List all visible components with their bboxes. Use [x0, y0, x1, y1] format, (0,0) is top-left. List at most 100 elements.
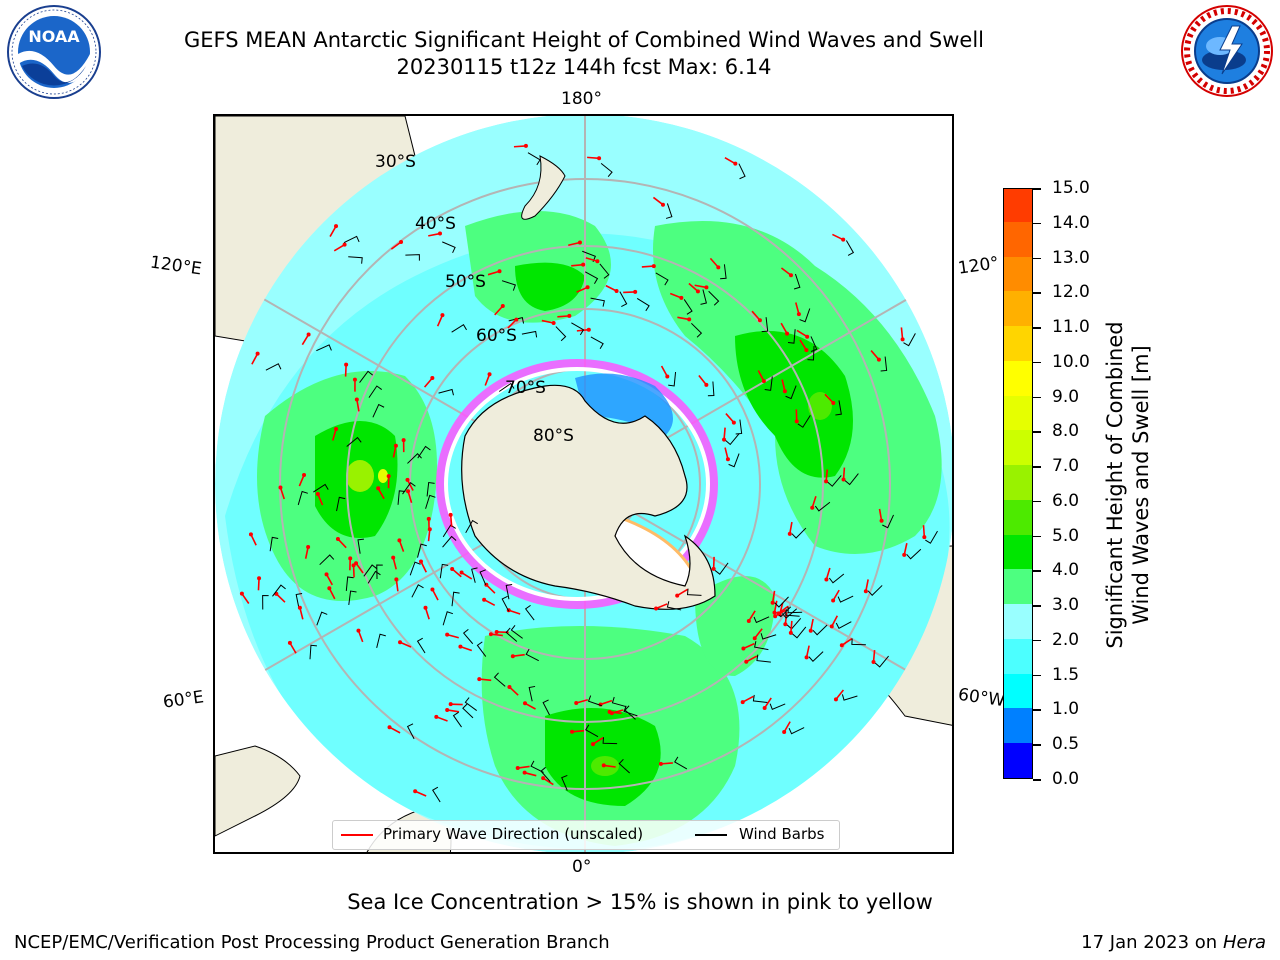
polar-map: Primary Wave Direction (unscaled) Wind B…: [213, 114, 954, 854]
wind-barb: [624, 705, 636, 720]
wave-arrow-head: [324, 572, 329, 577]
wind-barb: [521, 330, 538, 338]
wave-arrow-head: [595, 259, 600, 264]
wave-arrow-head: [804, 348, 809, 353]
wind-barb: [476, 641, 487, 657]
nws-logo-icon: [1181, 5, 1273, 97]
wave-direction-arrow: [771, 590, 776, 603]
wave-arrow-head: [833, 697, 838, 702]
wave-direction-arrow: [757, 370, 765, 382]
colorbar-tick-label: 3.0: [1052, 595, 1080, 616]
colorbar-tick-label: 0.0: [1052, 769, 1080, 789]
wave-arrow-head: [741, 646, 746, 651]
wind-barb: [501, 595, 510, 612]
wind-barb: [600, 162, 613, 178]
wave-arrow-head: [787, 531, 792, 536]
wave-direction-arrow: [748, 610, 756, 622]
wave-direction-arrow: [446, 633, 459, 639]
wave-direction-arrow: [842, 467, 846, 480]
lat-label-60s: 60°S: [476, 326, 517, 346]
wave-arrow-head: [658, 761, 663, 766]
wave-direction-arrow: [508, 686, 519, 696]
wind-barb: [451, 591, 460, 607]
wave-direction-arrow: [399, 641, 412, 648]
wind-barb: [590, 336, 604, 350]
colorbar-tick: [1033, 570, 1041, 572]
wind-barb: [313, 483, 329, 493]
wind-barb: [845, 240, 855, 256]
wind-barb: [799, 308, 811, 323]
wave-arrow-head: [824, 479, 829, 484]
wave-arrow-head: [601, 763, 606, 768]
wave-arrow-head: [315, 492, 320, 497]
wind-barb: [479, 569, 487, 586]
wave-arrow-head: [829, 624, 834, 629]
wind-barb: [602, 737, 618, 745]
wind-barb: [619, 291, 628, 308]
wave-arrow-head: [614, 288, 619, 293]
wave-arrow-head: [633, 289, 638, 294]
wind-barb: [590, 297, 605, 307]
wind-barb: [769, 703, 786, 710]
wind-barb: [555, 326, 567, 342]
wave-arrow-head: [488, 632, 493, 637]
wave-arrow-head: [660, 202, 665, 207]
wave-arrow-head: [334, 224, 339, 229]
colorbar-tick-label: 9.0: [1052, 386, 1080, 407]
wave-arrow-head: [590, 742, 595, 747]
wave-arrow-head: [687, 317, 692, 322]
wind-barb: [700, 289, 707, 305]
wave-arrow-head: [406, 489, 411, 494]
wave-arrow-head: [327, 586, 332, 591]
wind-barb: [585, 724, 599, 738]
wave-direction-arrow: [870, 350, 880, 361]
wind-barb: [372, 403, 385, 418]
colorbar-tick-label: 8.0: [1052, 421, 1080, 442]
wind-barb: [438, 388, 454, 396]
wind-barb: [363, 564, 378, 577]
wind-barb: [725, 433, 740, 446]
wave-arrow-head: [752, 636, 757, 641]
wind-barb: [525, 648, 539, 662]
wind-barb: [925, 530, 938, 544]
wave-arrow-head: [507, 684, 512, 689]
wind-barb: [841, 694, 858, 701]
wind-barb: [407, 453, 422, 464]
wave-arrow-head: [785, 331, 790, 336]
wave-direction-arrow: [436, 716, 448, 722]
wind-barb: [411, 584, 424, 598]
wave-arrow-head: [695, 289, 700, 294]
wind-barb: [754, 641, 769, 651]
colorbar-segment: [1004, 707, 1032, 744]
wave-arrow-head: [879, 518, 884, 523]
wind-barb: [528, 685, 536, 702]
wind-barb: [814, 501, 831, 512]
chart-title: GEFS MEAN Antarctic Significant Height o…: [183, 28, 985, 52]
wave-arrow-head: [418, 559, 423, 564]
wave-arrow-head: [306, 544, 311, 549]
colorbar-tick-label: 15.0: [1052, 178, 1090, 198]
wind-barb: [348, 590, 357, 605]
wave-arrow-head: [776, 611, 781, 616]
colorbar-tick: [1033, 500, 1041, 503]
wave-direction-arrow: [395, 579, 399, 592]
colorbar-tick: [1033, 535, 1041, 538]
wave-direction-arrow: [825, 469, 829, 482]
noaa-logo-icon: NOAA: [7, 5, 101, 99]
colorbar-tick: [1033, 674, 1041, 677]
lat-label-70s: 70°S: [505, 378, 546, 398]
lon-label-0: 0°: [572, 857, 592, 877]
wave-arrow-head: [514, 317, 519, 322]
wind-barb: [792, 626, 807, 639]
wave-arrow-head: [731, 420, 736, 425]
wave-arrow-head: [675, 593, 680, 598]
wave-arrow-head: [574, 700, 579, 705]
wind-barb: [735, 419, 743, 435]
wave-arrow-head: [740, 700, 745, 705]
wave-arrow-head: [354, 397, 359, 402]
wind-barb: [368, 385, 383, 398]
wave-4m-pacific: [515, 262, 585, 311]
wave-arrow-head: [306, 332, 311, 337]
wave-arrow-head: [586, 327, 591, 332]
wave-direction-arrow: [641, 265, 654, 268]
